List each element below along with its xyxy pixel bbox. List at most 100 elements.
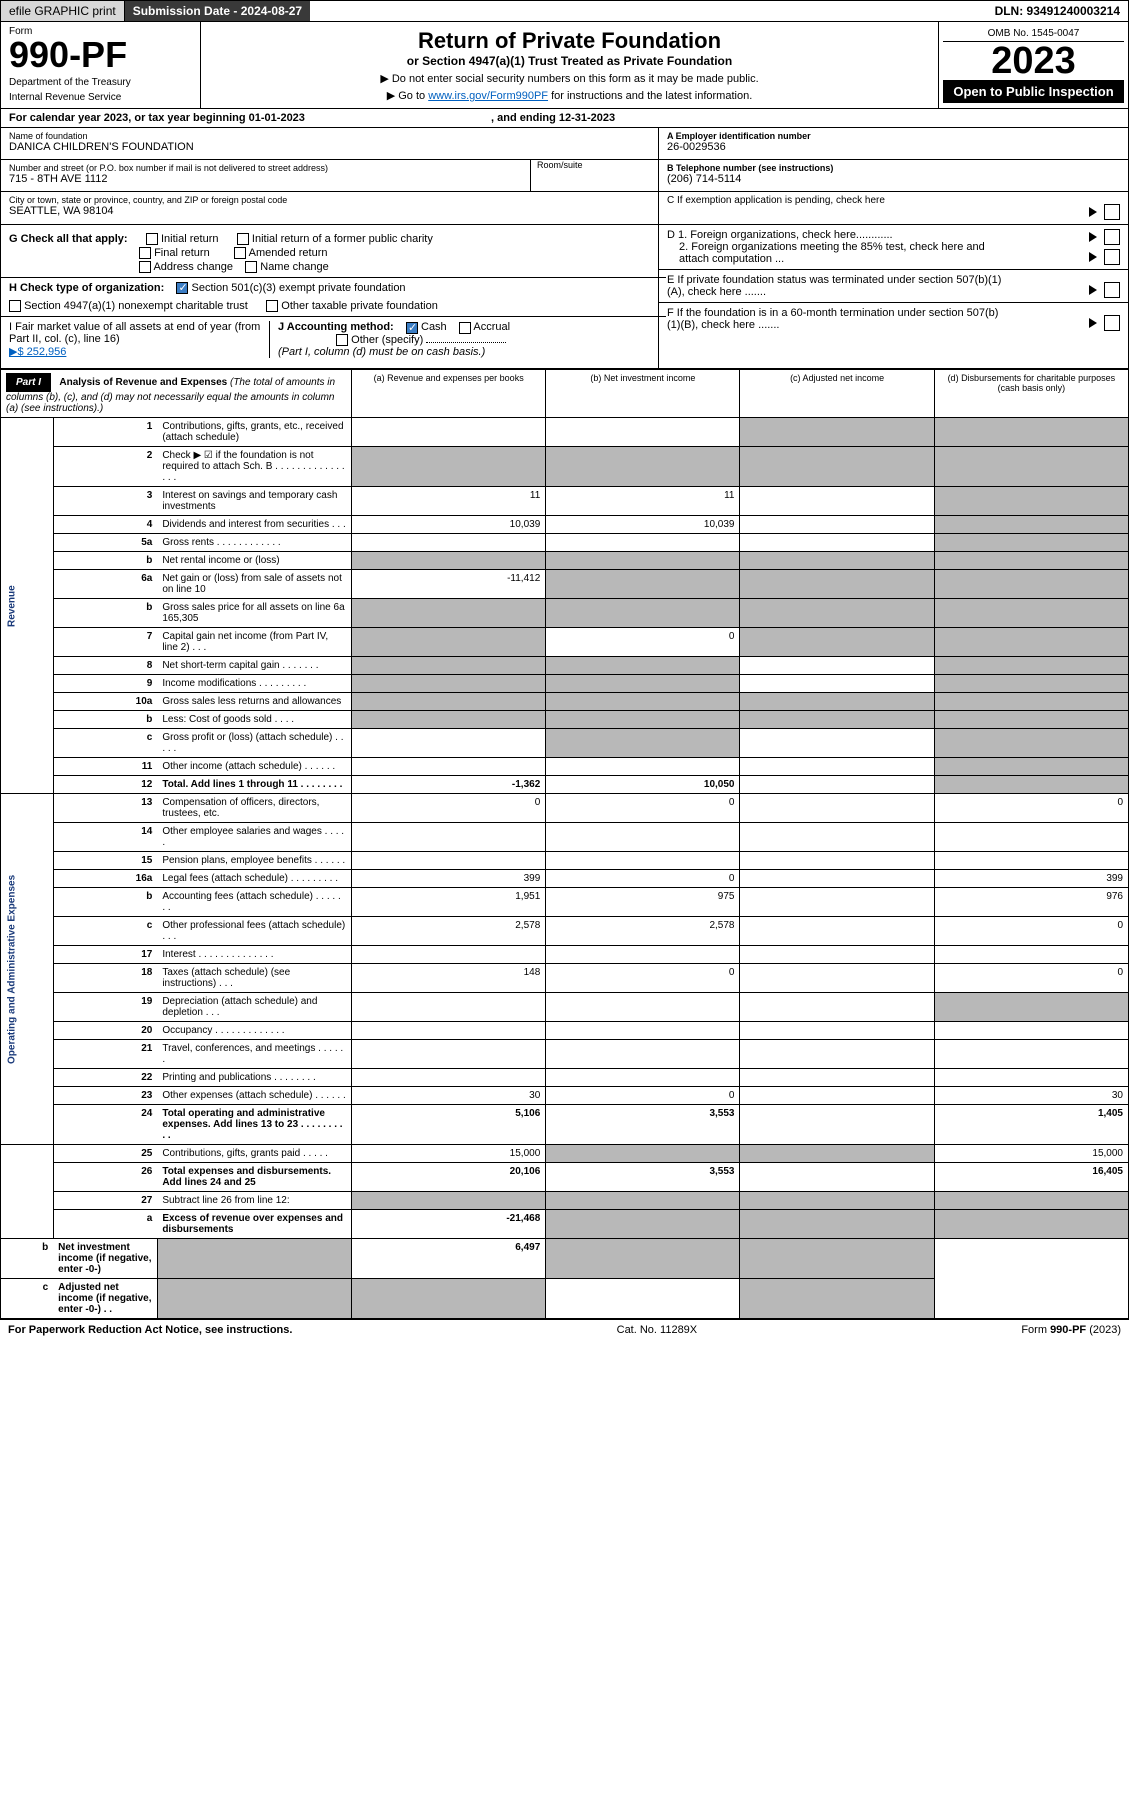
amended-return-checkbox[interactable]: [234, 247, 246, 259]
initial-return-checkbox[interactable]: [146, 233, 158, 245]
line-description: Compensation of officers, directors, tru…: [157, 794, 351, 823]
table-cell: [934, 693, 1128, 711]
line-number: b: [1, 1239, 54, 1279]
cash-checkbox[interactable]: [406, 322, 418, 334]
table-cell: [352, 552, 546, 570]
table-cell: -1,362: [352, 776, 546, 794]
line-number: c: [53, 917, 157, 946]
table-cell: [352, 657, 546, 675]
table-cell: 148: [352, 964, 546, 993]
line-description: Subtract line 26 from line 12:: [157, 1192, 351, 1210]
dept-irs: Internal Revenue Service: [9, 92, 192, 103]
line-number: c: [53, 729, 157, 758]
table-cell: [546, 1022, 740, 1040]
table-cell: [546, 993, 740, 1022]
table-cell: [352, 1192, 546, 1210]
table-cell: [546, 534, 740, 552]
table-cell: [352, 693, 546, 711]
table-cell: [740, 1279, 934, 1319]
e-checkbox[interactable]: [1104, 282, 1120, 298]
table-cell: [546, 1210, 740, 1239]
table-cell: [934, 516, 1128, 534]
table-cell: [740, 964, 934, 993]
city-state-zip: SEATTLE, WA 98104: [9, 205, 650, 217]
table-cell: [934, 447, 1128, 487]
line-description: Income modifications . . . . . . . . .: [157, 675, 351, 693]
line-description: Pension plans, employee benefits . . . .…: [157, 852, 351, 870]
initial-former-checkbox[interactable]: [237, 233, 249, 245]
f-checkbox[interactable]: [1104, 315, 1120, 331]
table-cell: [740, 1069, 934, 1087]
table-cell: [740, 552, 934, 570]
table-cell: [352, 758, 546, 776]
fmv-value: ▶$ 252,956: [9, 346, 66, 358]
table-cell: [934, 675, 1128, 693]
table-cell: [546, 946, 740, 964]
line-description: Other expenses (attach schedule) . . . .…: [157, 1087, 351, 1105]
table-cell: [934, 657, 1128, 675]
address-change-checkbox[interactable]: [139, 261, 151, 273]
room-label: Room/suite: [537, 160, 650, 170]
table-cell: [546, 693, 740, 711]
col-c-header: (c) Adjusted net income: [740, 370, 934, 418]
table-cell: [934, 487, 1128, 516]
table-cell: [546, 852, 740, 870]
line-description: Interest . . . . . . . . . . . . . .: [157, 946, 351, 964]
table-cell: 10,039: [352, 516, 546, 534]
table-cell: [352, 534, 546, 552]
4947-checkbox[interactable]: [9, 300, 21, 312]
table-cell: [934, 711, 1128, 729]
d2-checkbox[interactable]: [1104, 249, 1120, 265]
table-cell: 1,951: [352, 888, 546, 917]
table-cell: 0: [546, 628, 740, 657]
table-cell: [546, 418, 740, 447]
table-cell: 399: [352, 870, 546, 888]
table-cell: [546, 1279, 740, 1319]
line-number: 3: [53, 487, 157, 516]
line-description: Less: Cost of goods sold . . . .: [157, 711, 351, 729]
table-cell: [740, 570, 934, 599]
exemption-checkbox[interactable]: [1104, 204, 1120, 220]
ein-value: 26-0029536: [667, 141, 1120, 153]
table-cell: [546, 1192, 740, 1210]
accrual-checkbox[interactable]: [459, 322, 471, 334]
arrow-icon: [1089, 318, 1097, 328]
d1-checkbox[interactable]: [1104, 229, 1120, 245]
line-number: 26: [53, 1163, 157, 1192]
table-cell: [740, 776, 934, 794]
name-change-checkbox[interactable]: [245, 261, 257, 273]
table-cell: 20,106: [352, 1163, 546, 1192]
table-cell: [352, 711, 546, 729]
table-cell: 976: [934, 888, 1128, 917]
table-cell: 6,497: [352, 1239, 546, 1279]
501c3-checkbox[interactable]: [176, 282, 188, 294]
table-cell: 10,050: [546, 776, 740, 794]
table-cell: [740, 1087, 934, 1105]
line-description: Taxes (attach schedule) (see instruction…: [157, 964, 351, 993]
line-number: b: [53, 888, 157, 917]
table-cell: [740, 693, 934, 711]
table-cell: [157, 1279, 351, 1319]
table-cell: [740, 1239, 934, 1279]
line-number: 17: [53, 946, 157, 964]
line-description: Net short-term capital gain . . . . . . …: [157, 657, 351, 675]
line-description: Gross sales price for all assets on line…: [157, 599, 351, 628]
table-cell: [352, 675, 546, 693]
table-cell: [934, 534, 1128, 552]
arrow-icon: [1089, 207, 1097, 217]
table-cell: [352, 1022, 546, 1040]
line-number: 2: [53, 447, 157, 487]
table-cell: [934, 758, 1128, 776]
table-cell: [934, 418, 1128, 447]
line-description: Capital gain net income (from Part IV, l…: [157, 628, 351, 657]
city-label: City or town, state or province, country…: [9, 195, 650, 205]
table-cell: [740, 870, 934, 888]
irs-link[interactable]: www.irs.gov/Form990PF: [428, 90, 548, 102]
line-number: 14: [53, 823, 157, 852]
line-number: 16a: [53, 870, 157, 888]
other-method-checkbox[interactable]: [336, 334, 348, 346]
other-taxable-checkbox[interactable]: [266, 300, 278, 312]
open-public-badge: Open to Public Inspection: [943, 80, 1124, 103]
final-return-checkbox[interactable]: [139, 247, 151, 259]
check-section: G Check all that apply: Initial return I…: [0, 225, 1129, 369]
